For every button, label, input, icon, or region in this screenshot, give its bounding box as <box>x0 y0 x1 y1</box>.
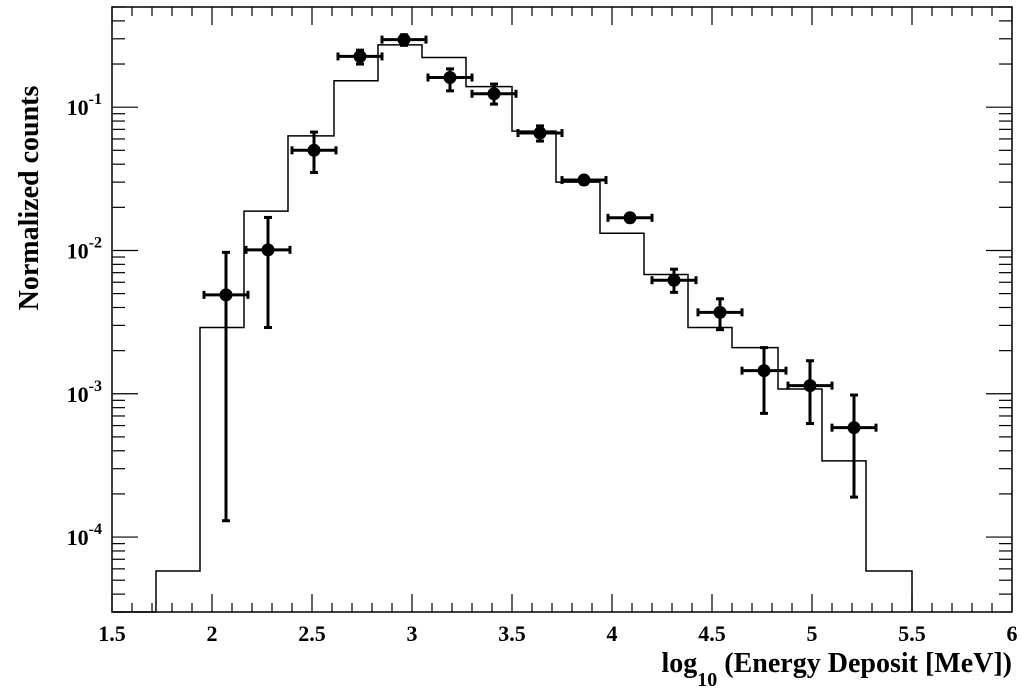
x-tick-label: 4.5 <box>698 621 726 646</box>
data-marker <box>623 211 637 225</box>
data-point <box>244 215 292 330</box>
y-tick-label: 10-1 <box>67 91 102 120</box>
y-tick-label: 10-2 <box>67 234 102 263</box>
x-tick-label: 1.5 <box>98 621 126 646</box>
plot-frame <box>111 6 1013 613</box>
data-marker <box>533 126 547 140</box>
data-point <box>560 173 608 187</box>
data-point <box>606 211 654 225</box>
data-marker <box>261 243 275 257</box>
y-tick-label: 10-4 <box>67 521 102 550</box>
data-point <box>786 359 834 426</box>
data-point <box>470 82 518 106</box>
y-tick-label-base: 10 <box>67 95 89 120</box>
data-marker <box>219 288 233 302</box>
y-tick-label-base: 10 <box>67 382 89 407</box>
y-tick-label-base: 10 <box>67 238 89 263</box>
data-marker <box>353 49 367 63</box>
data-points <box>202 33 878 523</box>
y-axis-ticks: 10-410-310-210-1 <box>67 6 1012 613</box>
x-axis-title-rest: (Energy Deposit [MeV]) <box>717 648 1012 679</box>
x-tick-label: 4 <box>607 621 618 646</box>
x-axis-title-log: log <box>662 648 698 679</box>
x-tick-label: 2.5 <box>298 621 326 646</box>
x-axis-title-subscript: 10 <box>697 669 717 691</box>
data-point <box>696 297 744 332</box>
y-tick-label-exponent: -1 <box>89 91 102 108</box>
data-marker <box>667 273 681 287</box>
data-marker <box>397 33 411 47</box>
y-tick-label: 10-3 <box>67 378 102 407</box>
x-tick-label: 2 <box>207 621 218 646</box>
simulation-histogram <box>112 44 913 613</box>
x-tick-label: 3.5 <box>498 621 526 646</box>
data-marker <box>713 305 727 319</box>
data-point <box>516 124 564 143</box>
x-tick-label: 6 <box>1007 621 1018 646</box>
data-point <box>380 33 428 47</box>
y-tick-label-exponent: -2 <box>89 234 102 251</box>
x-tick-label: 5 <box>807 621 818 646</box>
data-marker <box>577 173 591 187</box>
y-tick-label-base: 10 <box>67 525 89 550</box>
x-tick-label: 3 <box>407 621 418 646</box>
x-axis-title: log10 (Energy Deposit [MeV]) <box>662 648 1012 691</box>
data-marker <box>487 87 501 101</box>
data-marker <box>803 379 817 393</box>
data-point <box>830 393 878 499</box>
x-tick-label: 5.5 <box>898 621 926 646</box>
data-marker <box>757 364 771 378</box>
data-marker <box>307 143 321 157</box>
data-point <box>650 267 698 294</box>
data-marker <box>847 421 861 435</box>
data-point <box>336 48 384 66</box>
y-tick-label-exponent: -4 <box>89 521 102 538</box>
y-tick-label-exponent: -3 <box>89 378 102 395</box>
data-point <box>290 130 338 174</box>
y-axis-title: Normalized counts <box>14 86 45 311</box>
data-point <box>426 67 474 93</box>
data-point <box>202 250 250 523</box>
data-point <box>740 346 788 415</box>
x-axis-ticks: 1.5 2 2.5 3 3.5 4 4.5 5 5.5 6 <box>98 7 1018 646</box>
data-marker <box>443 71 457 85</box>
